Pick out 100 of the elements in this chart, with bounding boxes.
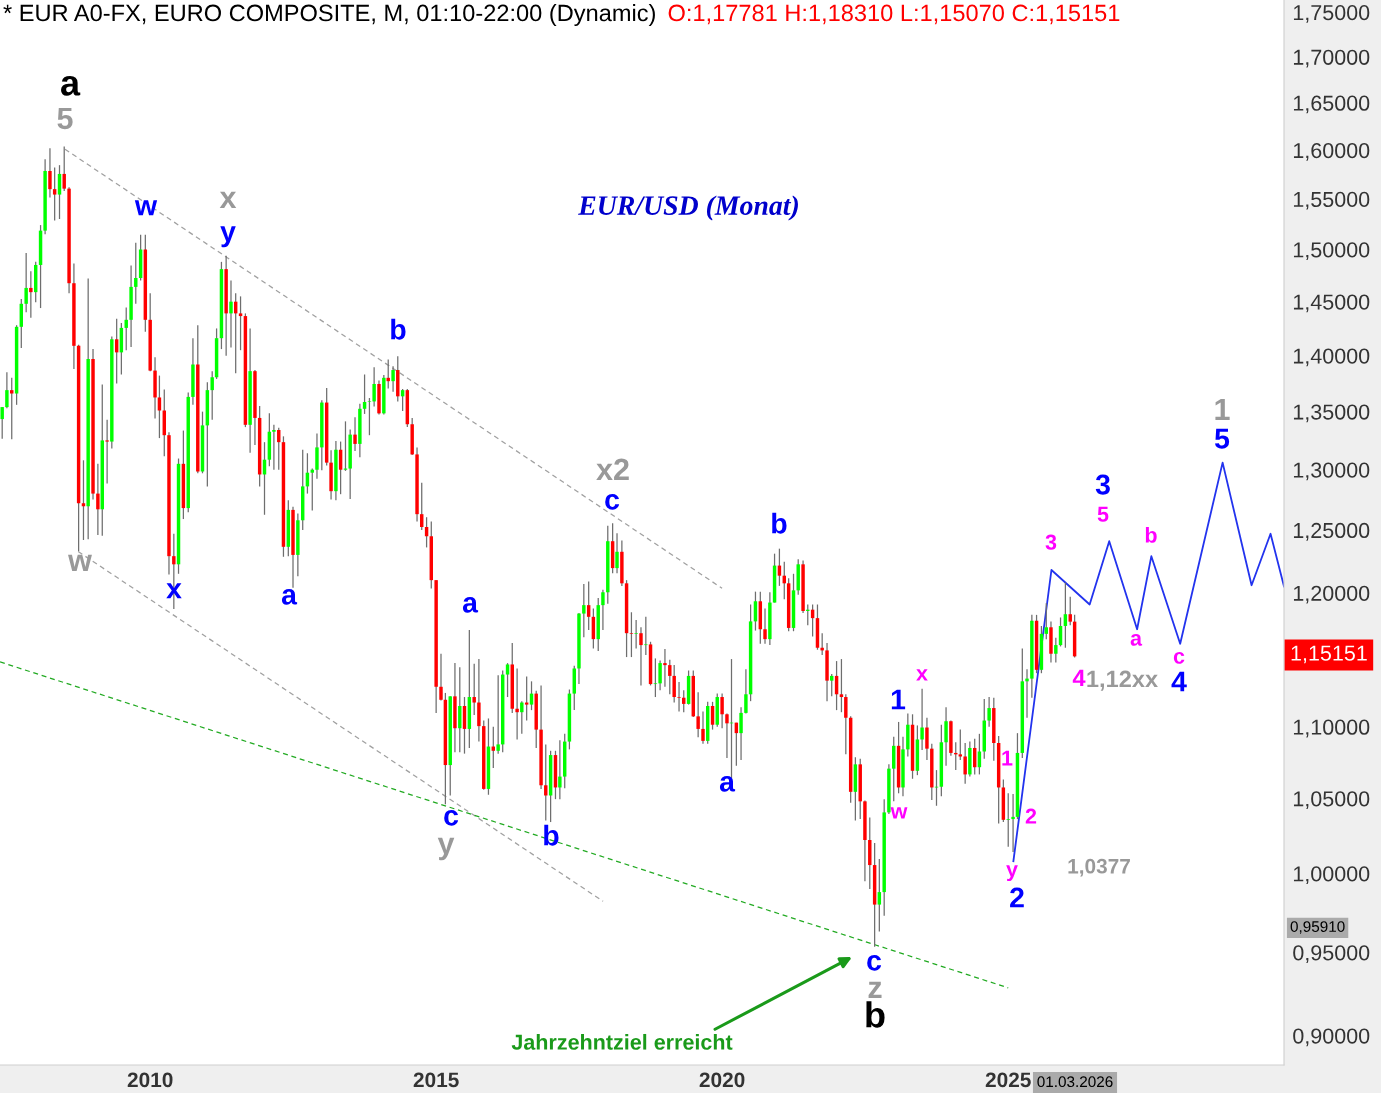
candlestick	[634, 619, 638, 650]
annotation: c	[1173, 651, 1185, 664]
y-tick-label: 1,35000	[1293, 404, 1370, 423]
candlestick	[81, 459, 86, 541]
annotation: 1	[1215, 398, 1230, 420]
y-tick-label: 1,05000	[1293, 791, 1370, 809]
candlestick	[839, 658, 844, 713]
annotation: z	[868, 981, 882, 998]
annotation: Jahrzehntziel erreicht	[511, 1033, 733, 1050]
annotation: 4	[1072, 669, 1086, 687]
text: 1,15151	[1291, 645, 1367, 664]
candlestick	[720, 692, 724, 729]
candlestick	[439, 653, 443, 702]
x-tick-label: 2025	[985, 1072, 1031, 1088]
annotation: b	[391, 318, 406, 340]
candlestick	[29, 270, 33, 319]
candlestick	[925, 717, 929, 761]
y-tick-label: 1,00000	[1293, 866, 1370, 885]
y-tick-label: 1,60000	[1293, 142, 1370, 161]
candlestick	[644, 616, 648, 656]
candlestick	[672, 664, 676, 704]
candlestick	[1068, 596, 1072, 626]
y-tick-label: 1,75000	[1293, 5, 1370, 23]
x-tick-label: 2020	[699, 1072, 745, 1088]
candlestick	[10, 377, 14, 440]
text: 01.03.2026	[1037, 1076, 1113, 1088]
candlestick	[653, 657, 658, 698]
annotation: b	[544, 824, 559, 846]
y-tick-label: 1,20000	[1293, 585, 1370, 604]
candlestick	[744, 668, 748, 715]
candlestick	[48, 147, 52, 199]
annotation: x	[166, 583, 182, 599]
candlestick	[615, 532, 619, 574]
annotation: a	[462, 597, 479, 613]
annotation: 2	[1025, 808, 1037, 824]
chart-title: * EUR A0-FX, EURO COMPOSITE, M, 01:10-22:00 (Dynamic)	[3, 4, 655, 26]
candlestick	[310, 467, 314, 512]
annotation: 2	[1010, 887, 1024, 908]
candlestick	[62, 145, 66, 192]
candlestick	[558, 739, 562, 800]
annotation: y	[220, 226, 236, 248]
candlestick	[229, 279, 233, 349]
y-tick-label: 1,30000	[1293, 462, 1370, 481]
y-tick-label: 0,95000	[1293, 945, 1370, 963]
x-tick-label: 2010	[127, 1072, 173, 1088]
text: EUR/USD (Monat)	[578, 195, 798, 221]
annotation: 1,0377	[1068, 858, 1130, 877]
annotation: 4	[1171, 671, 1187, 692]
candlestick	[696, 691, 700, 738]
text: 0,95910	[1290, 921, 1345, 934]
candlestick	[877, 858, 882, 933]
candlestick	[157, 374, 162, 439]
candlestick	[677, 681, 681, 713]
candlestick	[272, 424, 276, 471]
annotation: c	[867, 955, 882, 971]
x-tick-label: 2015	[413, 1072, 459, 1088]
annotation: 3	[1045, 534, 1057, 550]
y-tick-label: 0,90000	[1293, 1028, 1370, 1047]
annotation: c	[605, 494, 620, 510]
annotation: 1	[891, 689, 906, 710]
annotation: c	[444, 810, 459, 826]
candlestick	[386, 358, 390, 390]
annotation: 5	[1214, 428, 1230, 449]
annotation: w	[890, 807, 908, 819]
candlestick	[963, 742, 967, 785]
candlestick	[515, 667, 519, 741]
candlestick	[5, 371, 9, 409]
candlestick	[663, 648, 667, 688]
candlestick	[1063, 582, 1068, 649]
candlestick	[582, 583, 586, 638]
y-tick-label: 1,65000	[1293, 95, 1370, 114]
candlestick	[372, 366, 376, 408]
y-tick-label: 1,40000	[1293, 348, 1370, 367]
candlestick	[701, 710, 705, 745]
candlestick	[391, 365, 395, 393]
candlestick	[105, 419, 109, 485]
candlestick	[24, 252, 28, 313]
candlestick	[505, 662, 510, 698]
candlestick	[739, 706, 743, 761]
annotation: w	[134, 200, 158, 216]
y-tick-label: 1,10000	[1293, 719, 1370, 738]
candlestick	[367, 397, 372, 436]
y-tick-label: 1,50000	[1293, 242, 1370, 261]
annotation: a	[281, 589, 298, 605]
candlestick	[315, 432, 319, 480]
y-tick-label: 1,25000	[1293, 522, 1370, 541]
annotation: O:1,17781 H:1,18310 L:1,15070 C:1,15151	[668, 4, 1120, 25]
candlestick	[1011, 793, 1015, 853]
annotation: a	[1130, 633, 1143, 646]
candlestick	[763, 607, 767, 645]
candlestick	[458, 666, 462, 753]
candlestick	[844, 693, 848, 755]
candlestick	[1006, 792, 1010, 848]
candlestick	[96, 463, 100, 536]
candlestick	[725, 712, 729, 759]
y-tick-label: 1,70000	[1293, 49, 1370, 68]
candlestick	[1054, 637, 1058, 664]
candlestick	[210, 370, 214, 421]
annotation: x	[916, 669, 928, 681]
annotation: y	[437, 837, 455, 861]
